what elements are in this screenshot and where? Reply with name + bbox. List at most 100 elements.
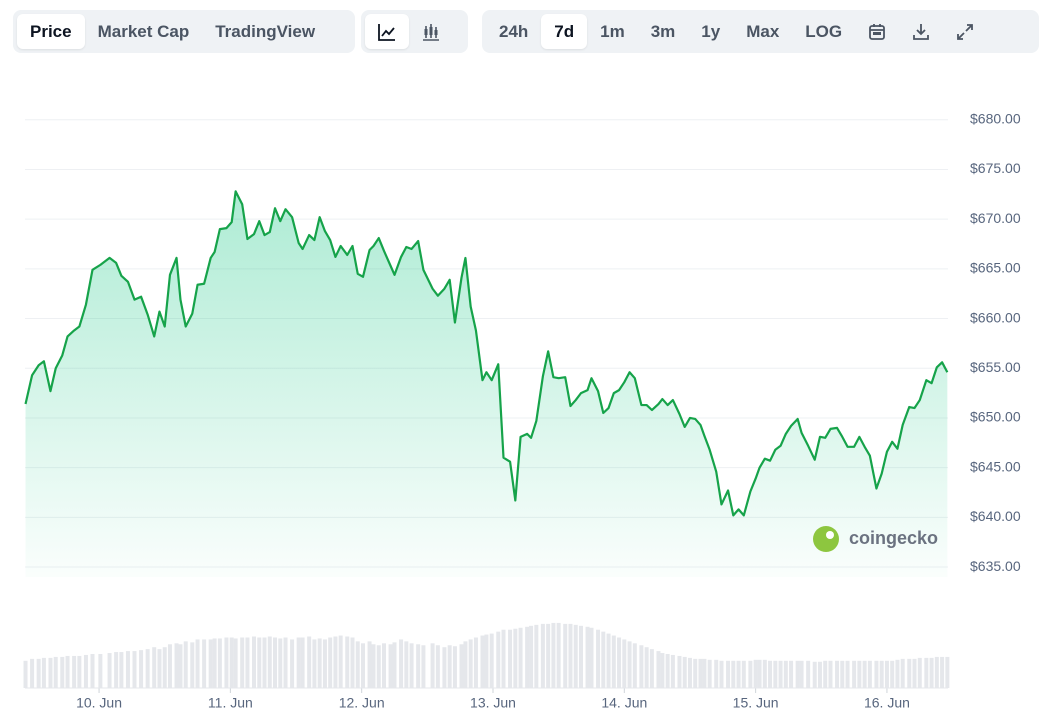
x-tick-label: 10. Jun [76,695,122,711]
volume-bar [852,660,857,688]
volume-bar [262,637,267,688]
volume-bar [139,650,144,688]
tab-button[interactable]: Market Cap [97,21,190,41]
y-tick-label: $665.00 [970,260,1021,276]
volume-bar [350,637,355,688]
watermark-eye [826,531,834,539]
volume-bar [421,645,426,688]
volume-bar [912,658,917,688]
volume-bar [907,658,912,688]
volume-bar [736,660,741,688]
volume-bar [145,649,150,688]
volume-bar [72,655,77,688]
volume-bar [208,639,213,688]
volume-bar [508,629,513,688]
candle-icon [423,23,439,41]
tab-group: Price Market Cap TradingView [13,10,355,53]
volume-bar [551,622,556,688]
volume-bar [328,637,333,688]
volume-bar [382,643,387,688]
calendar-icon [869,23,886,40]
volume-bar [376,645,381,688]
price-area [25,191,948,577]
volume-bar [585,626,590,688]
volume-bar [731,660,736,688]
candle-chart-button[interactable] [409,14,453,49]
volume-bar [371,644,376,688]
volume-bar [719,660,724,688]
volume-bar [540,623,545,688]
volume-bar [578,625,583,688]
volume-bar [267,636,272,688]
volume-bar [670,654,675,688]
volume-bar [940,656,945,688]
volume-bar [41,657,46,688]
volume-bar [900,658,905,688]
volume-bar [252,636,257,688]
x-tick-label: 15. Jun [733,695,779,711]
volume-bar [404,641,409,688]
volume-bar [917,657,922,688]
tab-button[interactable]: Price [17,14,85,49]
volume-bar [895,659,900,688]
volume-bar [296,637,301,688]
tab-button[interactable]: TradingView [215,21,316,41]
volume-bar [656,651,661,688]
volume-bar [665,654,670,688]
volume-bar [273,637,278,688]
y-tick-label: $660.00 [970,309,1021,325]
range-button[interactable]: 24h [499,21,529,41]
volume-bar [162,647,167,688]
volume-bar [36,658,41,688]
download-icon [913,23,930,40]
volume-bar [229,637,234,688]
volume-bar [468,639,473,688]
volume-bar [224,637,229,688]
volume-bar [53,656,58,688]
range-button[interactable]: 7d [541,14,588,49]
calendar-button[interactable] [855,14,899,49]
volume-bar [862,660,867,688]
volume-bar [773,660,778,688]
volume-bar [233,638,238,688]
volume-bar [447,645,452,688]
volume-bar [934,656,939,688]
range-button[interactable]: 1y [701,21,721,41]
range-button[interactable]: Max [746,21,780,41]
volume-bar [452,646,457,688]
volume-bar [573,624,578,688]
download-button[interactable] [899,14,943,49]
volume-bar [513,628,518,688]
range-group: 24h 7d 1m 3m 1y Max LOG [482,10,1039,53]
volume-bar [77,655,82,688]
volume-bar [529,625,534,688]
volume-bar [367,641,372,688]
volume-bar [714,659,719,688]
volume-bar [632,643,637,688]
volume-bar [945,656,950,688]
volume-bar [240,637,245,688]
volume-bar [707,659,712,688]
volume-bar [799,660,804,688]
volume-bar [283,637,288,688]
range-button[interactable]: 1m [600,21,625,41]
volume-bar [589,627,594,688]
volume-bar [107,653,112,688]
range-button[interactable]: 3m [650,21,676,41]
volume-bar [322,639,327,688]
volume-bar [835,660,840,688]
volume-bar [840,660,845,688]
line-chart-button[interactable] [365,14,409,49]
volume-bar [114,652,119,688]
volume-bar [874,660,879,688]
watermark: coingecko [813,526,938,552]
volume-bar [726,660,731,688]
fullscreen-button[interactable] [943,14,987,49]
y-tick-label: $680.00 [970,110,1021,126]
log-button[interactable]: LOG [805,21,843,41]
x-tick-label: 12. Jun [339,695,385,711]
volume-bar [409,643,414,688]
volume-bar [622,639,627,688]
volume-bar [783,660,788,688]
